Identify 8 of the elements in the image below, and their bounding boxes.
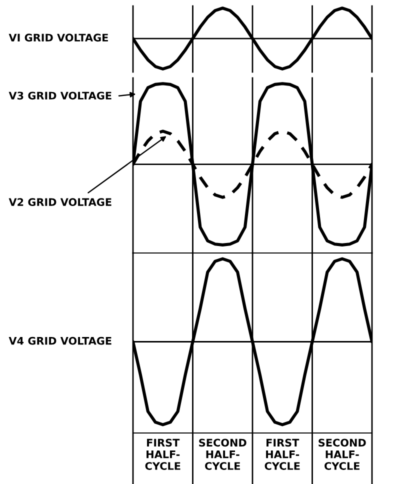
x-tick-label: SECOND HALF- CYCLE (318, 438, 366, 470)
x-tick-label: SECOND HALF- CYCLE (199, 438, 246, 470)
legend-label: V3 GRID VOLTAGE (8, 92, 112, 100)
text: VI GRID VOLTAGE (8, 34, 108, 42)
text: V4 GRID VOLTAGE (8, 336, 112, 345)
text: V2 GRID VOLTAGE (8, 198, 112, 206)
x-tick-label: FIRST HALF- CYCLE (264, 438, 300, 470)
x-tick-label: FIRST HALF- CYCLE (145, 438, 180, 470)
